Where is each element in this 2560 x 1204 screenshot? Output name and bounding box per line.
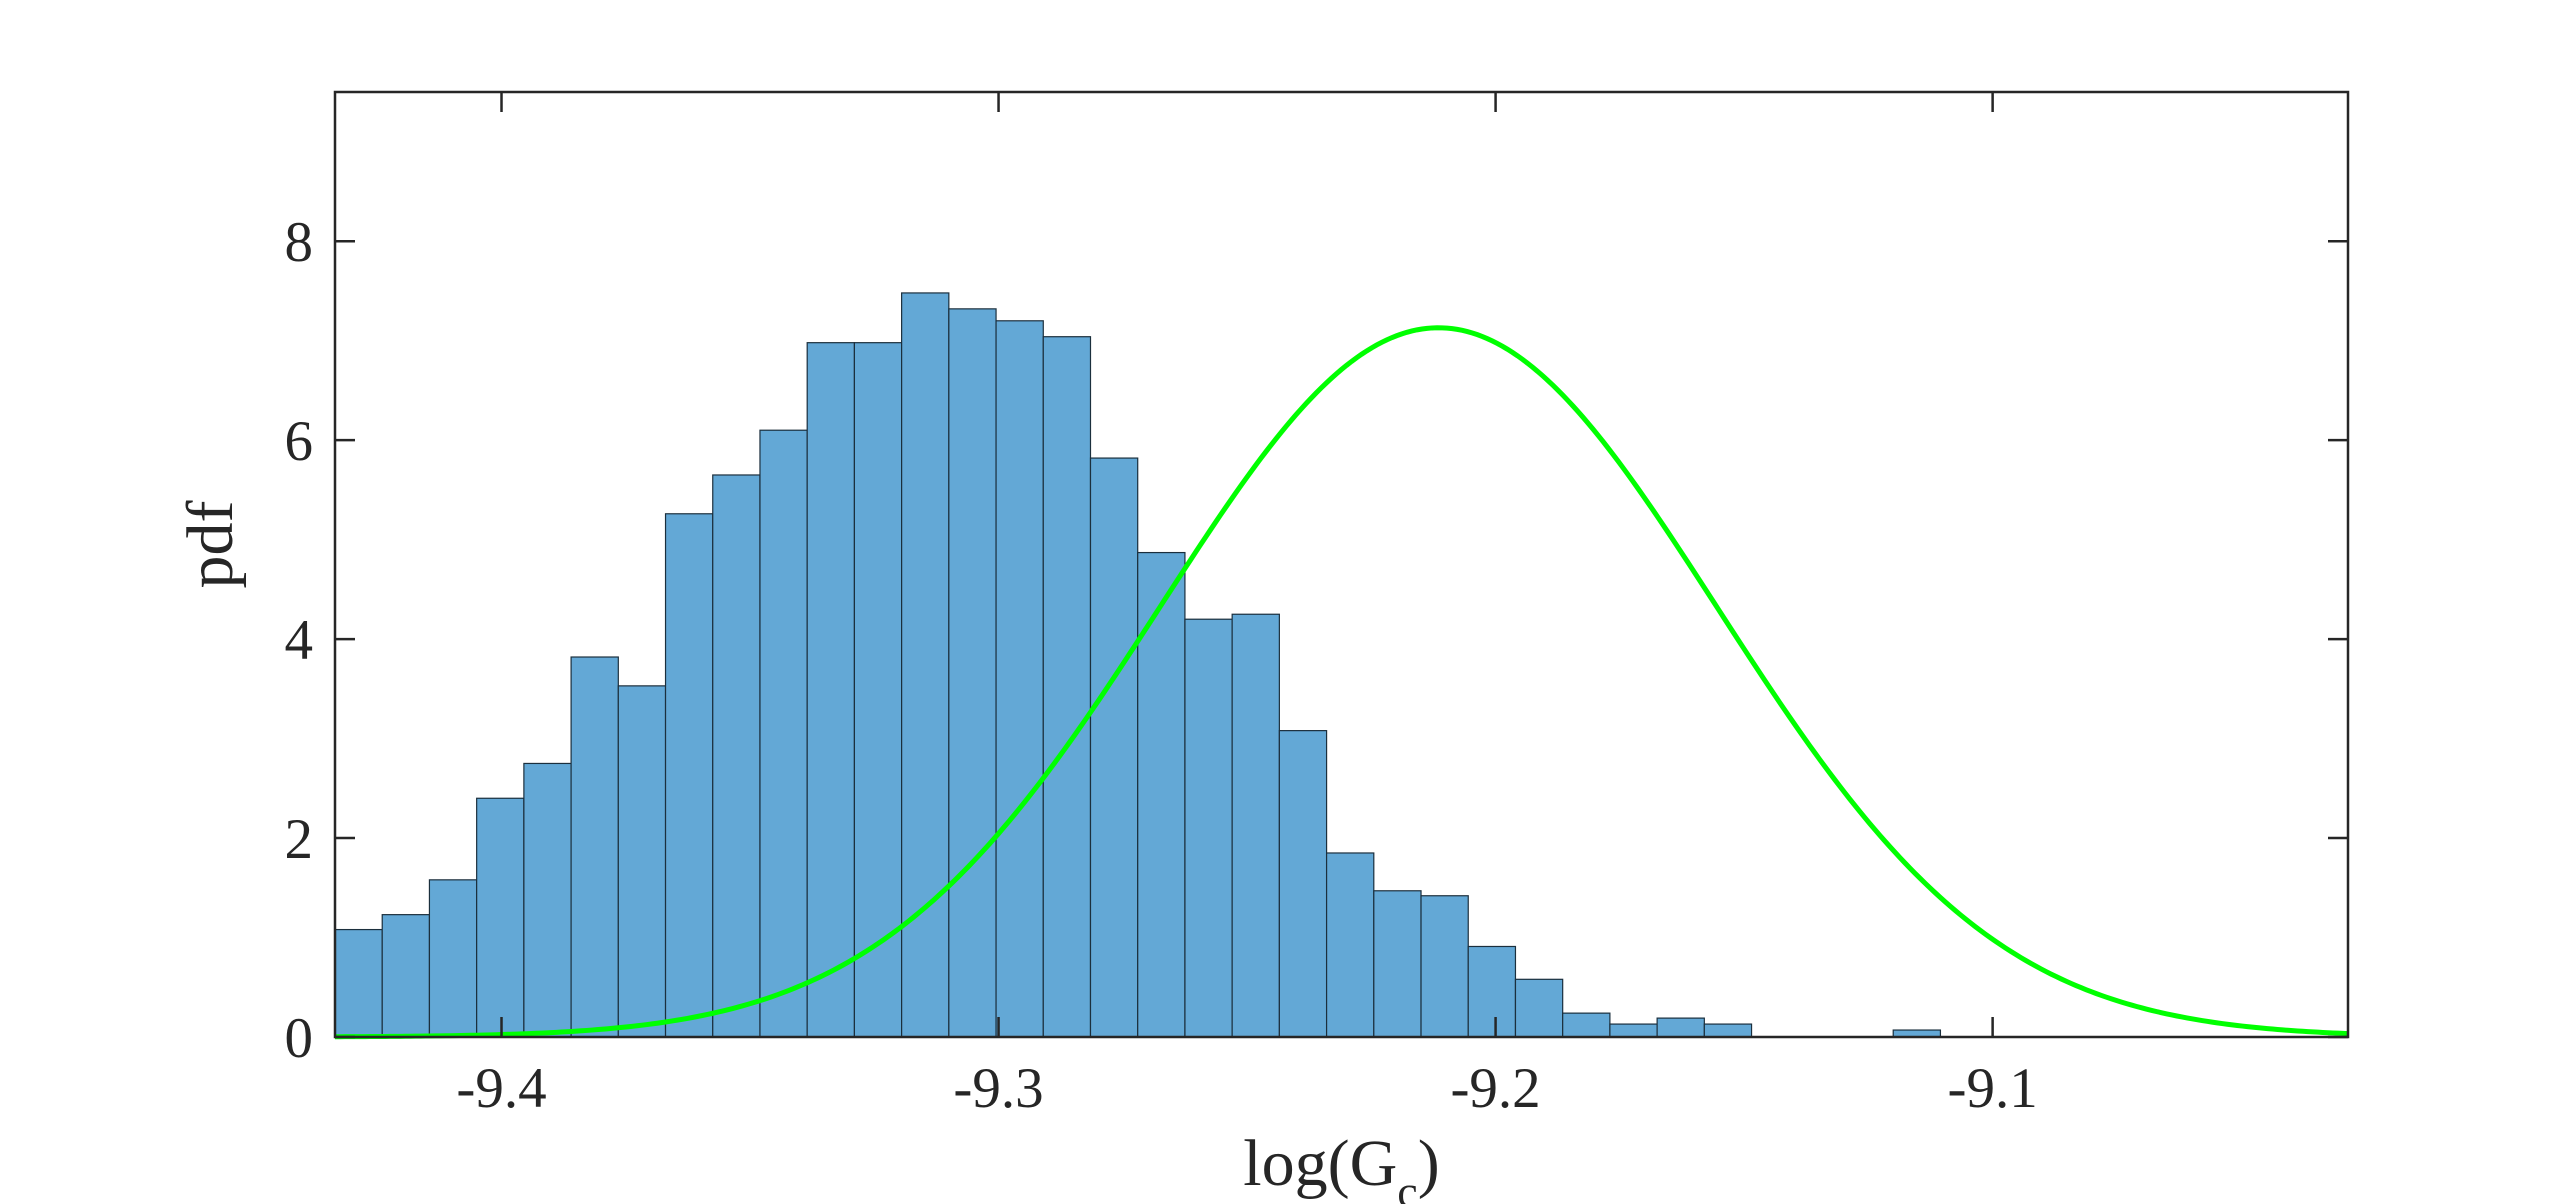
histogram-bar <box>334 928 383 1038</box>
histogram-bar <box>712 474 761 1038</box>
x-tick-label: -9.1 <box>1948 1057 2038 1120</box>
histogram-bar <box>1656 1017 1705 1038</box>
x-axis-label-suffix: ) <box>1418 1127 1440 1200</box>
x-tick-label: -9.3 <box>953 1057 1043 1120</box>
histogram-bar <box>948 308 997 1038</box>
histogram-bar <box>1562 1012 1611 1038</box>
y-tick-label: 2 <box>285 808 314 871</box>
y-tick-label: 0 <box>285 1007 314 1070</box>
histogram-bar <box>901 292 950 1038</box>
histogram-bar <box>1325 852 1375 1038</box>
y-tick-labels: 0 2 4 6 8 <box>285 211 314 1070</box>
histogram-bar <box>1609 1023 1658 1038</box>
histogram-bar <box>664 513 714 1038</box>
x-tick-label: -9.4 <box>456 1057 546 1120</box>
histogram-bar <box>1137 551 1186 1038</box>
x-tick-label: -9.2 <box>1450 1057 1540 1120</box>
histogram-bar <box>570 656 619 1038</box>
histogram-bar <box>1184 618 1233 1038</box>
histogram-bar <box>523 762 572 1038</box>
x-axis-label: log(Gc) <box>1243 1127 1439 1204</box>
histogram-bar <box>476 797 525 1038</box>
y-tick-label: 6 <box>285 410 314 473</box>
histogram-bar <box>1467 945 1517 1038</box>
histogram-bar <box>1703 1023 1753 1038</box>
histogram-bar <box>1089 457 1139 1038</box>
axes-box <box>333 90 2350 1039</box>
histogram-bar <box>381 914 431 1038</box>
x-tick-labels: -9.4 -9.3 -9.2 -9.1 <box>456 1057 2037 1120</box>
y-axis-label: pdf <box>174 500 247 588</box>
histogram-bar <box>995 320 1044 1038</box>
axis-ticks <box>335 92 2348 1039</box>
histogram-bar <box>1231 613 1280 1038</box>
histogram-bar <box>1278 730 1328 1038</box>
histogram-bar <box>806 342 856 1038</box>
histogram-bar <box>1042 336 1092 1038</box>
histogram-bar <box>617 685 667 1038</box>
histogram-bar <box>1514 978 1564 1038</box>
histogram-bar <box>759 429 808 1038</box>
x-axis-label-main: log(G <box>1243 1127 1397 1200</box>
y-tick-label: 8 <box>285 211 314 274</box>
gaussian-curve <box>334 325 2349 1040</box>
y-tick-label: 4 <box>285 609 314 672</box>
histogram-bar <box>428 879 478 1038</box>
histogram-bar <box>853 342 903 1038</box>
histogram-bar <box>1420 895 1469 1038</box>
histogram-bar <box>1373 890 1422 1038</box>
x-axis-label-subscript: c <box>1397 1166 1417 1204</box>
histogram-bars <box>334 292 1942 1038</box>
